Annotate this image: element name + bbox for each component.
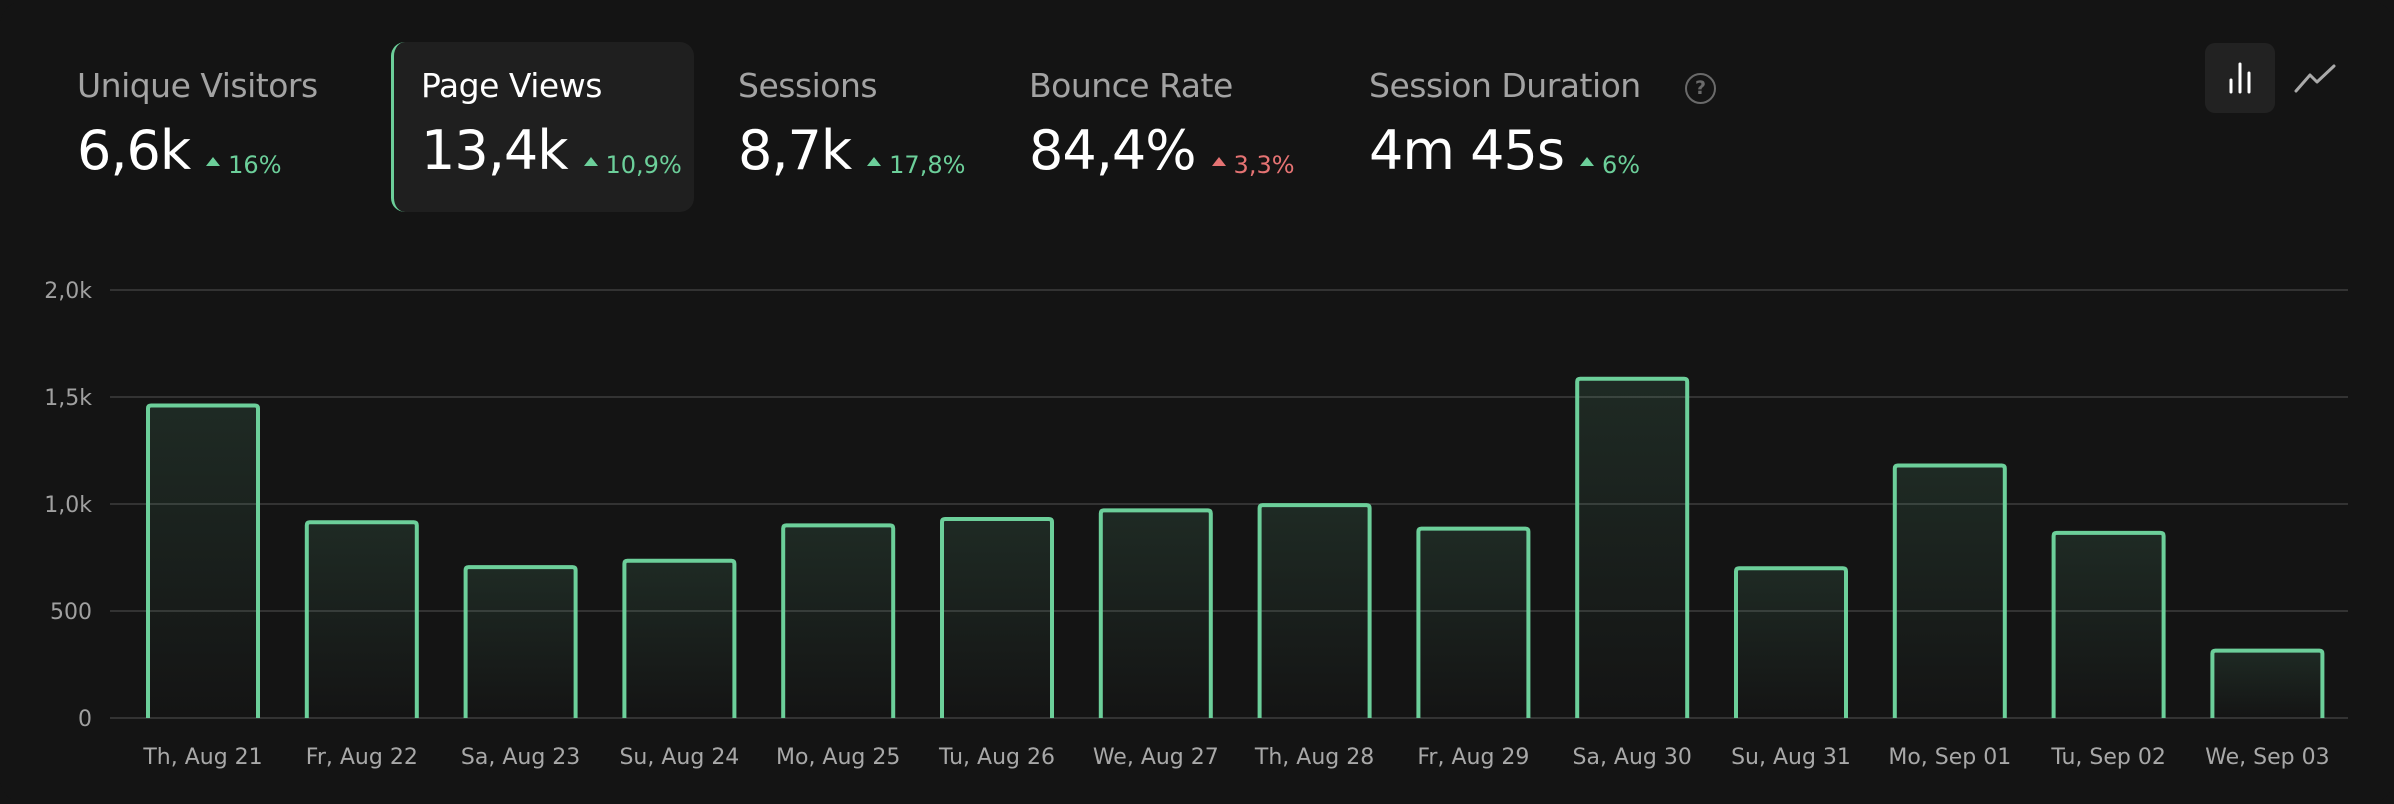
metric-delta-value: 6% bbox=[1601, 150, 1641, 179]
bar[interactable] bbox=[1734, 566, 1848, 718]
help-icon[interactable]: ? bbox=[1685, 73, 1716, 104]
metric-delta: 6% bbox=[1579, 150, 1641, 179]
x-tick-label: Sa, Aug 23 bbox=[461, 745, 580, 770]
trend-up-icon bbox=[583, 157, 598, 166]
metric-label: Unique Visitors bbox=[77, 66, 318, 105]
x-tick-label: Tu, Aug 26 bbox=[938, 745, 1055, 770]
bar[interactable] bbox=[1098, 508, 1213, 718]
bar[interactable] bbox=[781, 523, 896, 718]
x-tick-label: Th, Aug 21 bbox=[142, 745, 262, 770]
line-chart-icon bbox=[2294, 64, 2336, 93]
metric-value: 13,4k bbox=[421, 119, 569, 182]
x-tick-label: Su, Aug 24 bbox=[619, 745, 739, 770]
x-tick-label: We, Aug 27 bbox=[1093, 745, 1219, 770]
bar[interactable] bbox=[1416, 526, 1531, 718]
metric-card-sessions[interactable]: Sessions 8,7k 17,8% bbox=[738, 42, 1008, 212]
x-tick-label: Mo, Aug 25 bbox=[776, 745, 900, 770]
bar[interactable] bbox=[463, 565, 578, 718]
x-tick-label: Tu, Sep 02 bbox=[2050, 745, 2165, 770]
metric-label: Bounce Rate bbox=[1029, 66, 1233, 105]
x-tick-label: We, Sep 03 bbox=[2205, 745, 2329, 770]
metric-delta: 17,8% bbox=[867, 151, 965, 179]
metric-delta: 3,3% bbox=[1211, 150, 1295, 179]
y-tick-label: 1,0k bbox=[44, 493, 92, 518]
trend-up-icon bbox=[206, 157, 221, 166]
metric-label: Sessions bbox=[738, 66, 878, 105]
line-chart-toggle-button[interactable] bbox=[2280, 43, 2350, 113]
metric-delta: 10,9% bbox=[583, 150, 682, 179]
metric-delta-value: 16% bbox=[228, 150, 282, 179]
metric-value: 84,4% bbox=[1029, 119, 1197, 182]
metric-card-unique-visitors[interactable]: Unique Visitors 6,6k 16% bbox=[77, 42, 367, 212]
x-tick-label: Sa, Aug 30 bbox=[1573, 745, 1692, 770]
y-tick-label: 2,0k bbox=[44, 279, 92, 304]
bar[interactable] bbox=[1892, 463, 2007, 718]
metric-card-session-duration[interactable]: Session Duration 4m 45s 6% bbox=[1369, 42, 1749, 212]
bar[interactable] bbox=[146, 403, 260, 718]
bar[interactable] bbox=[304, 520, 419, 718]
metric-value: 6,6k bbox=[77, 119, 191, 182]
bar[interactable] bbox=[940, 516, 1054, 718]
trend-up-icon bbox=[1211, 157, 1226, 166]
bar[interactable] bbox=[1257, 503, 1372, 718]
x-tick-label: Th, Aug 28 bbox=[1254, 745, 1374, 770]
metric-card-bounce-rate[interactable]: Bounce Rate 84,4% 3,3% bbox=[1029, 42, 1339, 212]
bar[interactable] bbox=[2051, 530, 2166, 718]
y-tick-label: 1,5k bbox=[44, 386, 92, 411]
bar[interactable] bbox=[1575, 376, 1690, 718]
metric-value: 4m 45s bbox=[1369, 119, 1565, 182]
bar[interactable] bbox=[2210, 648, 2325, 718]
y-tick-label: 0 bbox=[78, 707, 92, 732]
x-tick-label: Fr, Aug 29 bbox=[1417, 745, 1529, 770]
x-tick-label: Su, Aug 31 bbox=[1731, 745, 1851, 770]
metric-delta-value: 17,8% bbox=[889, 150, 966, 179]
x-tick-label: Mo, Sep 01 bbox=[1888, 745, 2011, 770]
bar-chart-toggle-button[interactable] bbox=[2205, 43, 2275, 113]
bar-chart-icon bbox=[2229, 62, 2251, 94]
metric-label: Session Duration bbox=[1369, 66, 1641, 105]
y-tick-label: 500 bbox=[50, 600, 92, 625]
trend-up-icon bbox=[1579, 157, 1594, 166]
metric-delta-value: 10,9% bbox=[605, 150, 682, 179]
metric-card-page-views[interactable]: Page Views 13,4k 10,9% bbox=[391, 42, 694, 212]
metric-delta: 16% bbox=[206, 150, 282, 179]
metric-value: 8,7k bbox=[738, 119, 852, 182]
metric-delta-value: 3,3% bbox=[1233, 150, 1295, 179]
trend-up-icon bbox=[867, 157, 882, 166]
metric-label: Page Views bbox=[421, 66, 602, 105]
x-tick-label: Fr, Aug 22 bbox=[306, 745, 418, 770]
bar[interactable] bbox=[622, 558, 737, 718]
